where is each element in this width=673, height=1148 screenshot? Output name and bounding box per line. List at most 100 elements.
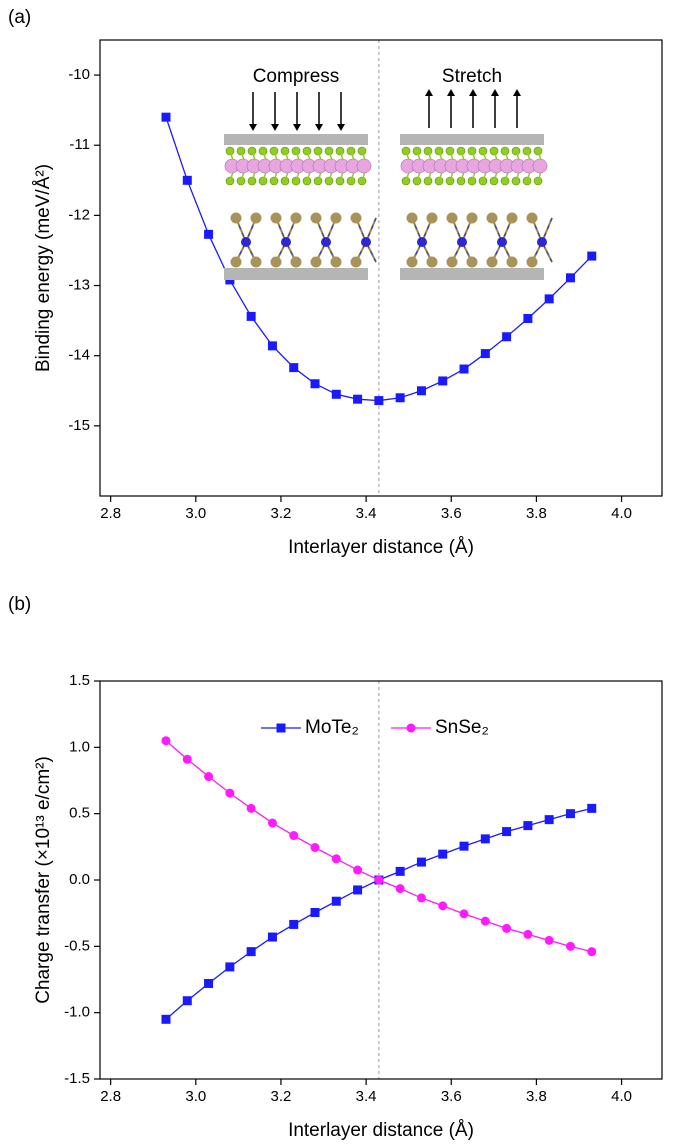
- y-tick-label: -1.0: [64, 1004, 90, 1021]
- atom-te: [310, 256, 322, 268]
- atom-sn: [532, 158, 548, 174]
- atom-mo: [417, 237, 427, 247]
- marker: [310, 908, 320, 918]
- atom-te: [486, 212, 498, 224]
- marker: [544, 815, 554, 825]
- atom-mo: [361, 237, 371, 247]
- marker: [438, 901, 448, 911]
- marker: [161, 112, 171, 122]
- annotation: Stretch: [442, 66, 502, 87]
- marker: [161, 1014, 171, 1024]
- marker: [587, 947, 597, 957]
- marker: [395, 866, 405, 876]
- marker: [416, 386, 426, 396]
- marker: [587, 803, 597, 813]
- marker: [331, 854, 341, 864]
- x-tick-label: 3.2: [271, 1088, 292, 1105]
- marker: [438, 376, 448, 386]
- atom-te: [446, 212, 458, 224]
- marker: [544, 935, 554, 945]
- marker: [331, 389, 341, 399]
- marker: [225, 962, 235, 972]
- y-tick-label: -0.5: [64, 937, 90, 954]
- plate: [400, 268, 544, 280]
- marker: [353, 394, 363, 404]
- marker: [523, 821, 533, 831]
- marker: [289, 831, 299, 841]
- marker: [310, 842, 320, 852]
- atom-te: [350, 212, 362, 224]
- y-tick-label: -15: [68, 417, 90, 434]
- marker: [204, 978, 214, 988]
- marker: [182, 175, 192, 185]
- marker: [587, 251, 597, 261]
- atom-te: [446, 256, 458, 268]
- x-tick-label: 3.8: [526, 1088, 547, 1105]
- marker: [289, 919, 299, 929]
- atom-te: [250, 212, 262, 224]
- arrow-head: [425, 89, 433, 96]
- x-tick-label: 3.6: [441, 1088, 462, 1105]
- marker: [395, 393, 405, 403]
- panel-label: (b): [8, 594, 31, 615]
- y-tick-label: -11: [69, 136, 90, 153]
- x-axis-label: Interlayer distance (Å): [288, 1120, 474, 1141]
- marker: [523, 314, 533, 324]
- atom-mo: [457, 237, 467, 247]
- atom-te: [290, 256, 302, 268]
- y-tick-label: -1.5: [64, 1070, 90, 1087]
- atom-te: [330, 256, 342, 268]
- x-tick-label: 2.8: [100, 1088, 121, 1105]
- x-tick-label: 3.8: [526, 505, 547, 522]
- atom-te: [250, 256, 262, 268]
- marker: [246, 311, 256, 321]
- marker: [523, 929, 533, 939]
- marker: [267, 932, 277, 942]
- marker: [416, 857, 426, 867]
- atom-mo: [281, 237, 291, 247]
- plot-frame: [99, 39, 663, 497]
- atom-te: [506, 212, 518, 224]
- marker: [502, 827, 512, 837]
- marker: [182, 754, 192, 764]
- atom-te: [310, 212, 322, 224]
- y-tick-label: 1.0: [69, 738, 90, 755]
- marker: [310, 379, 320, 389]
- marker: [565, 809, 575, 819]
- y-tick-label: 0.0: [69, 871, 90, 888]
- y-tick-label: -13: [68, 277, 90, 294]
- atom-te: [330, 212, 342, 224]
- plate: [224, 268, 368, 280]
- atom-sn: [356, 158, 372, 174]
- x-tick-label: 3.2: [271, 505, 292, 522]
- atom-te: [406, 212, 418, 224]
- plate: [224, 134, 368, 145]
- atom-te: [506, 256, 518, 268]
- y-tick-label: 0.5: [69, 805, 90, 822]
- marker: [353, 865, 363, 875]
- x-tick-label: 3.0: [185, 1088, 206, 1105]
- atom-te: [426, 212, 438, 224]
- atom-te: [406, 256, 418, 268]
- arrow-head: [513, 89, 521, 96]
- arrow-head: [271, 124, 279, 131]
- x-tick-label: 3.6: [441, 505, 462, 522]
- marker: [459, 841, 469, 851]
- y-tick-label: 1.5: [69, 672, 90, 689]
- atom-te: [466, 212, 478, 224]
- arrow-head: [491, 89, 499, 96]
- atom-te: [270, 212, 282, 224]
- x-axis-label: Interlayer distance (Å): [288, 537, 474, 558]
- marker: [544, 294, 554, 304]
- x-tick-label: 2.8: [100, 505, 121, 522]
- marker: [480, 834, 490, 844]
- marker: [459, 909, 469, 919]
- marker: [438, 849, 448, 859]
- atom-te: [230, 212, 242, 224]
- y-tick-label: -12: [68, 206, 90, 223]
- marker: [416, 893, 426, 903]
- x-tick-label: 4.0: [611, 505, 632, 522]
- y-axis-label: Binding energy (meV/Å²): [33, 164, 54, 372]
